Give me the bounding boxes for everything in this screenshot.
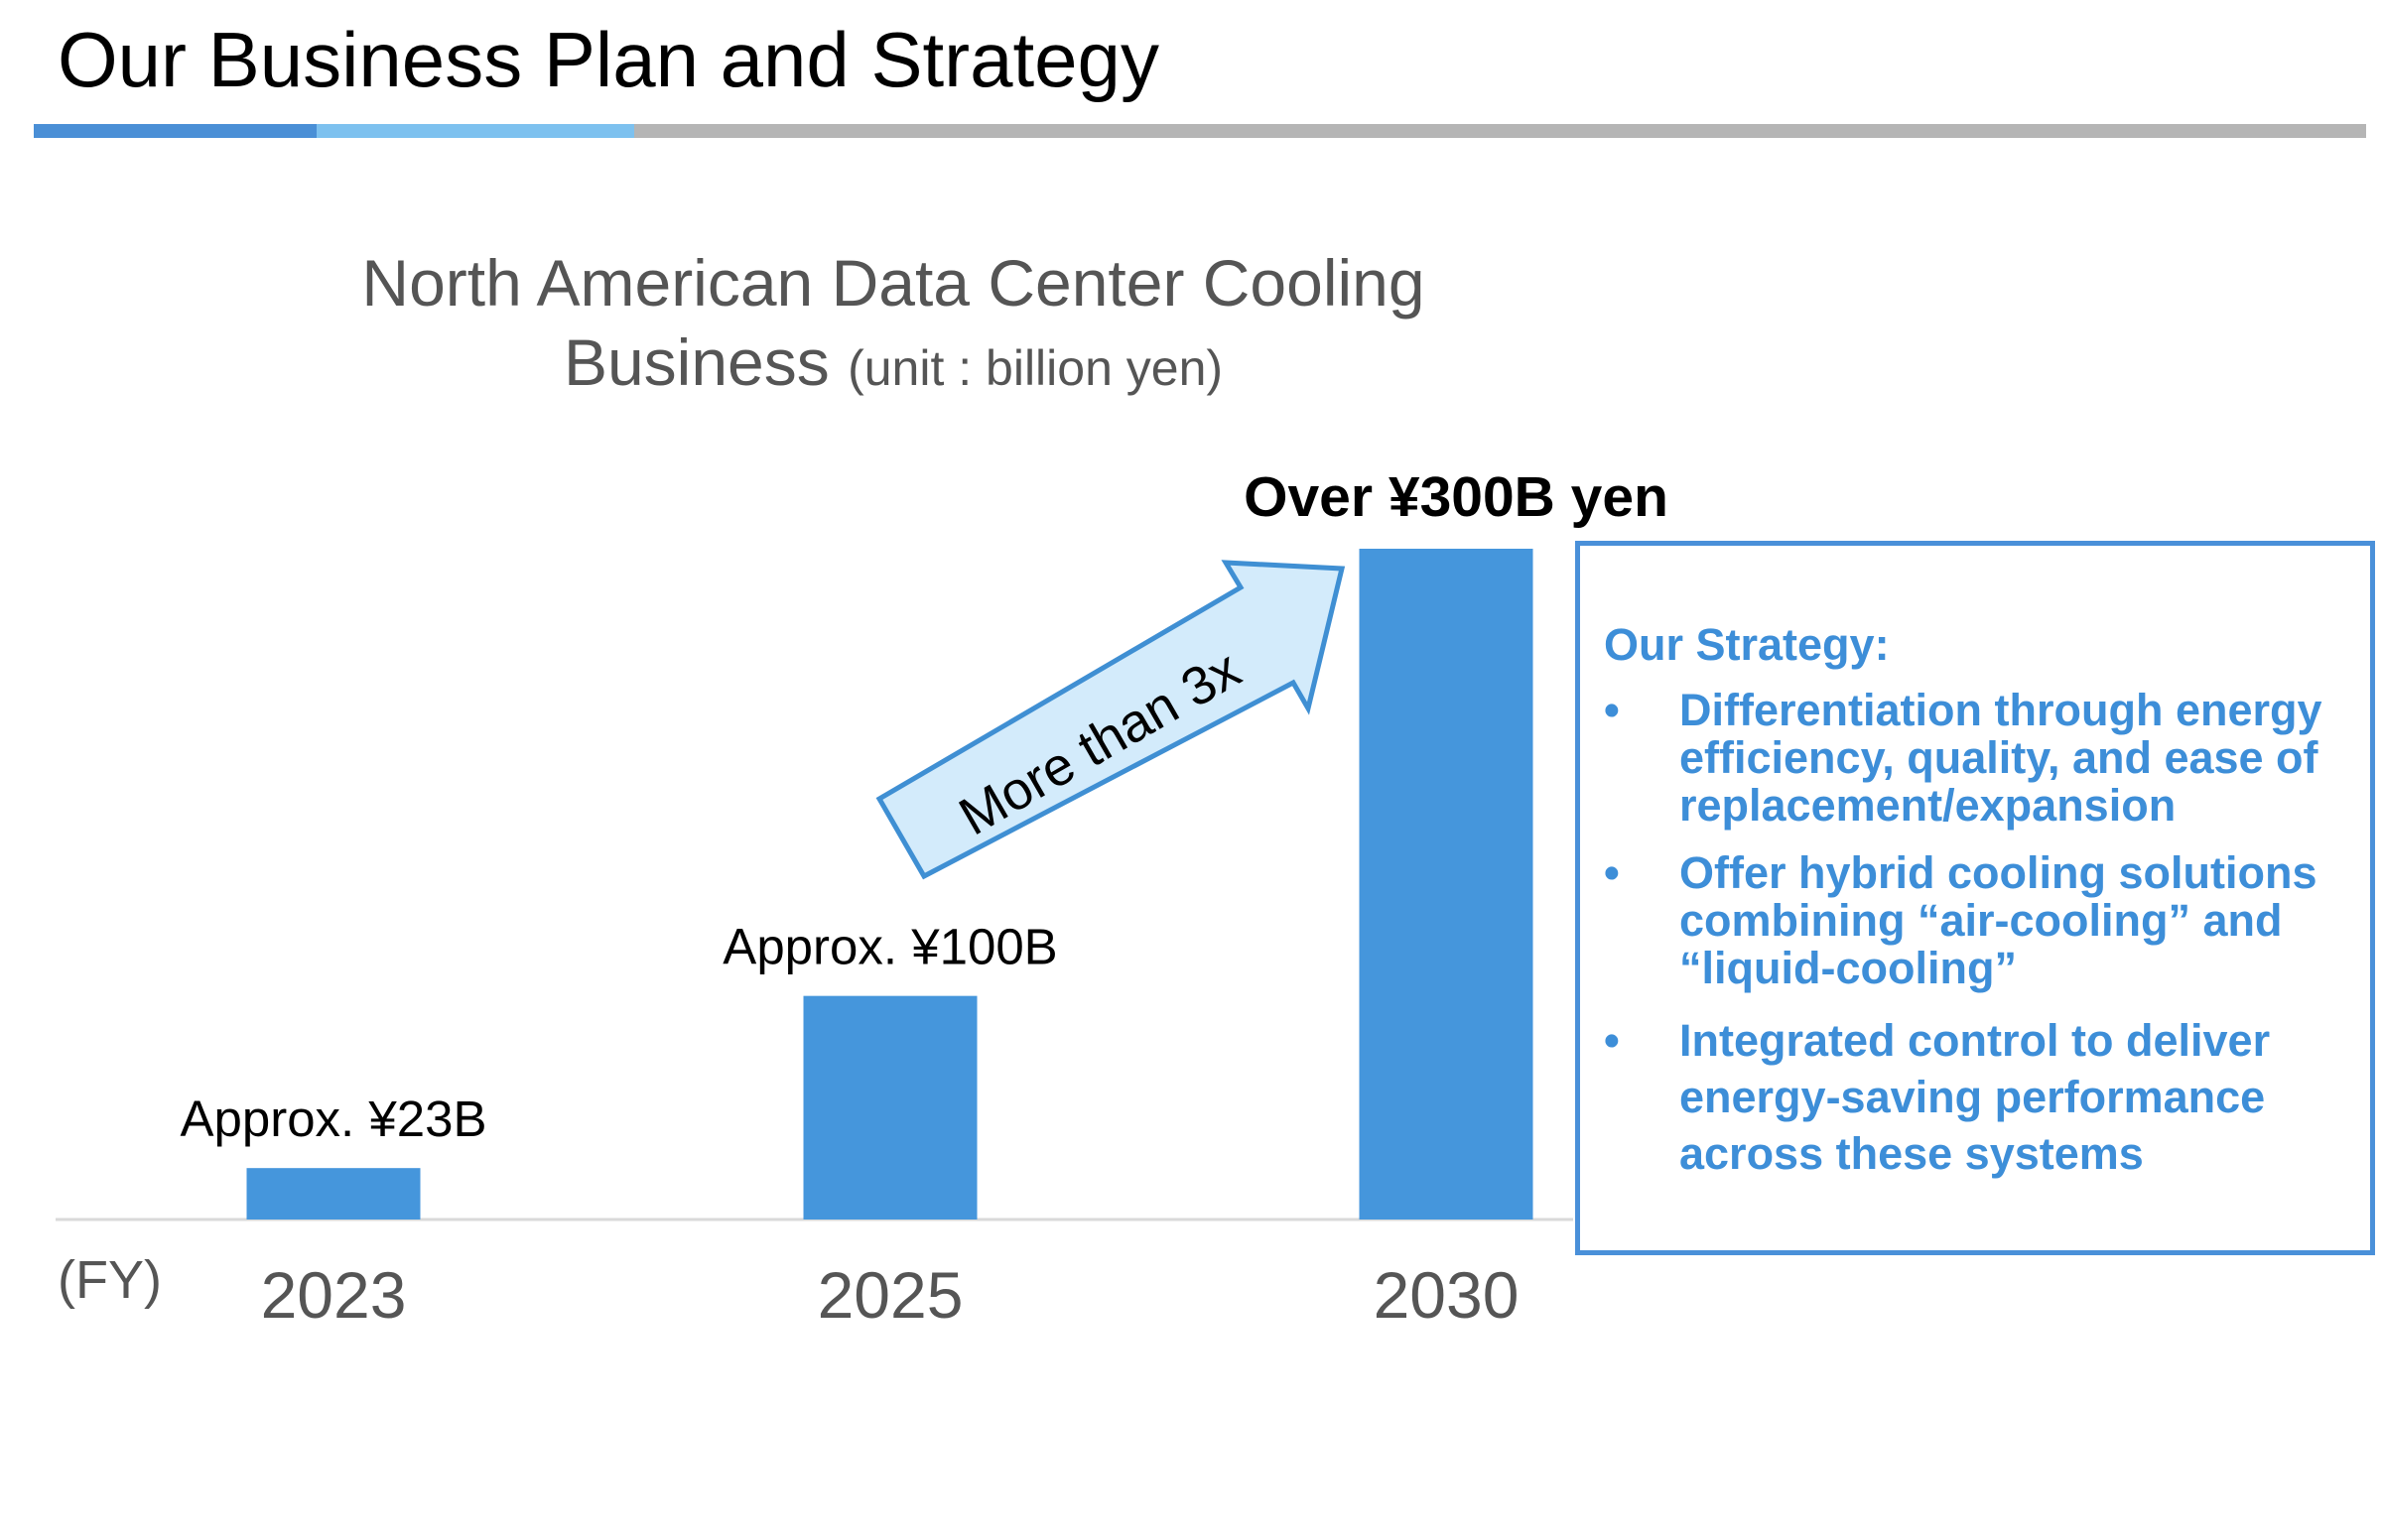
strategy-item-text: Offer hybrid cooling solutions combining…: [1679, 847, 2317, 993]
title-divider-accent-dark: [34, 124, 317, 138]
bar-2025: [803, 995, 978, 1219]
bullet-icon: •: [1604, 685, 1620, 735]
x-tick-label-2030: 2030: [1374, 1258, 1520, 1332]
page-title: Our Business Plan and Strategy: [58, 16, 1159, 103]
strategy-item: • Offer hybrid cooling solutions combini…: [1604, 849, 2346, 992]
chart-unit-label: (unit : billion yen): [848, 340, 1224, 396]
bars-layer: [246, 549, 1533, 1219]
bar-2023: [246, 1168, 421, 1219]
title-divider: [34, 124, 2366, 138]
title-divider-accent-light: [317, 124, 634, 138]
bar-2030: [1359, 549, 1533, 1219]
bullet-icon: •: [1604, 1015, 1620, 1066]
strategy-list: • Differentiation through energy efficie…: [1604, 687, 2346, 1182]
strategy-item-text: Differentiation through energy efficienc…: [1679, 685, 2322, 831]
strategy-heading: Our Strategy:: [1604, 619, 1890, 670]
growth-arrow: More than 3x: [875, 560, 1346, 880]
chart-title-block: North American Data Center Cooling Busin…: [248, 243, 1538, 408]
strategy-item-text: Integrated control to deliver energy-sav…: [1679, 1015, 2271, 1179]
strategy-item: • Integrated control to deliver energy-s…: [1604, 1012, 2346, 1182]
chart-title: North American Data Center Cooling Busin…: [361, 246, 1425, 399]
strategy-item: • Differentiation through energy efficie…: [1604, 687, 2346, 830]
data-label-2030: Over ¥300B yen: [1244, 465, 1668, 529]
x-tick-label-2023: 2023: [261, 1258, 407, 1332]
labels-layer: Approx. ¥23B 2023 Approx. ¥100B 2025 Over ¥3…: [180, 465, 1667, 1332]
x-axis-label: (FY): [58, 1250, 162, 1310]
x-tick-label-2025: 2025: [818, 1258, 964, 1332]
data-label-2025: Approx. ¥100B: [723, 919, 1057, 975]
strategy-box: Our Strategy: • Differentiation through …: [1575, 541, 2375, 1255]
growth-arrow-shape: [875, 560, 1346, 880]
data-label-2023: Approx. ¥23B: [180, 1091, 486, 1147]
bullet-icon: •: [1604, 847, 1620, 898]
